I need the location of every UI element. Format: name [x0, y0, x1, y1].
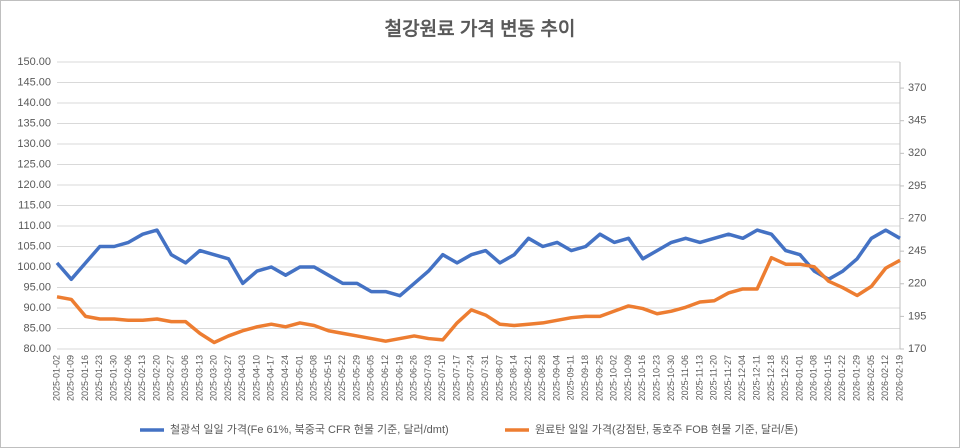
x-tick-label: 2025-04-03: [237, 355, 247, 401]
x-tick-label: 2025-02-13: [137, 355, 147, 401]
x-tick-label: 2025-10-16: [637, 355, 647, 401]
x-tick-label: 2026-02-05: [866, 355, 876, 401]
x-tick-label: 2025-02-27: [166, 355, 176, 401]
x-tick-label: 2026-02-19: [894, 355, 904, 401]
x-tick-label: 2026-01-22: [837, 355, 847, 401]
legend-label: 철광석 일일 가격(Fe 61%, 북중국 CFR 현물 기준, 달러/dmt): [170, 422, 449, 436]
y2-tick-label: 245: [908, 245, 926, 257]
y2-tick-label: 195: [908, 310, 926, 322]
x-tick-label: 2025-09-11: [566, 355, 576, 400]
x-tick-label: 2025-06-19: [394, 355, 404, 401]
chart-title: 철강원료 가격 변동 추이: [385, 18, 576, 40]
y2-tick-label: 320: [908, 147, 926, 159]
y-tick-label: 115.00: [18, 199, 51, 211]
x-tick-label: 2025-06-12: [380, 355, 390, 401]
y2-tick-label: 345: [908, 115, 926, 127]
x-tick-label: 2025-08-21: [523, 355, 533, 401]
x-tick-label: 2025-10-02: [609, 355, 619, 401]
x-tick-label: 2025-03-20: [209, 355, 219, 401]
y2-tick-label: 270: [908, 212, 926, 224]
x-tick-label: 2025-08-14: [509, 355, 519, 401]
y-tick-label: 150.00: [17, 56, 51, 68]
x-tick-label: 2026-01-15: [823, 355, 833, 401]
x-tick-label: 2025-06-05: [366, 355, 376, 401]
x-tick-label: 2025-08-28: [537, 355, 547, 401]
x-tick-label: 2025-12-18: [766, 355, 776, 401]
x-tick-label: 2026-02-12: [880, 355, 890, 401]
y2-tick-label: 220: [908, 278, 926, 290]
x-tick-label: 2025-07-24: [466, 355, 476, 401]
x-tick-label: 2025-11-06: [680, 355, 690, 400]
y-tick-label: 145.00: [17, 76, 51, 88]
x-tick-label: 2025-08-07: [494, 355, 504, 401]
y2-tick-label: 295: [908, 180, 926, 192]
x-tick-label: 2025-12-25: [780, 355, 790, 401]
legend-label: 원료탄 일일 가격(강점탄, 동호주 FOB 현물 기준, 달러/톤): [535, 422, 798, 436]
x-tick-label: 2025-05-15: [323, 355, 333, 401]
y-tick-label: 110.00: [18, 220, 51, 232]
x-tick-label: 2025-09-04: [551, 355, 561, 401]
x-tick-label: 2025-07-17: [451, 355, 461, 401]
x-tick-label: 2025-11-27: [723, 355, 733, 400]
x-tick-label: 2025-01-23: [94, 355, 104, 401]
x-tick-label: 2025-04-24: [280, 355, 290, 401]
x-tick-label: 2025-02-06: [123, 355, 133, 401]
series-line: [56, 255, 901, 345]
x-tick-label: 2026-01-29: [852, 355, 862, 401]
x-tick-label: 2025-01-30: [109, 355, 119, 401]
y-tick-label: 90.00: [23, 302, 51, 314]
y2-tick-label: 370: [908, 82, 926, 94]
y2-tick-label: 170: [908, 343, 926, 355]
y-tick-label: 85.00: [23, 322, 51, 334]
x-tick-label: 2025-04-10: [251, 355, 261, 401]
x-tick-label: 2025-03-13: [194, 355, 204, 401]
y-tick-label: 125.00: [17, 158, 51, 170]
x-tick-label: 2025-05-08: [309, 355, 319, 401]
y-tick-label: 100.00: [17, 261, 51, 273]
x-tick-label: 2025-07-31: [480, 355, 490, 401]
x-tick-label: 2025-06-26: [409, 355, 419, 401]
x-tick-label: 2025-05-22: [337, 355, 347, 401]
x-tick-label: 2025-12-04: [737, 355, 747, 401]
x-tick-label: 2026-01-08: [809, 355, 819, 401]
x-tick-label: 2025-04-17: [266, 355, 276, 401]
x-tick-label: 2025-10-09: [623, 355, 633, 401]
x-tick-label: 2025-01-02: [51, 355, 61, 401]
x-tick-label: 2025-01-09: [66, 355, 76, 401]
y-tick-label: 130.00: [17, 138, 51, 150]
x-tick-label: 2025-12-11: [751, 355, 761, 400]
x-tick-label: 2025-05-29: [351, 355, 361, 401]
x-tick-label: 2025-01-16: [80, 355, 90, 401]
x-tick-label: 2025-02-20: [151, 355, 161, 401]
x-tick-label: 2025-05-01: [294, 355, 304, 401]
y-tick-label: 80.00: [23, 343, 51, 355]
x-tick-label: 2026-01-01: [794, 355, 804, 401]
series-line: [55, 228, 901, 298]
x-tick-label: 2025-03-27: [223, 355, 233, 401]
x-tick-label: 2025-07-03: [423, 355, 433, 401]
y-tick-label: 135.00: [17, 117, 51, 129]
x-tick-label: 2025-09-25: [594, 355, 604, 401]
y-tick-label: 120.00: [17, 179, 51, 191]
x-tick-label: 2025-11-13: [694, 355, 704, 400]
x-tick-label: 2025-09-18: [580, 355, 590, 401]
y-tick-label: 140.00: [17, 97, 51, 109]
x-tick-label: 2025-10-23: [651, 355, 661, 401]
x-tick-label: 2025-10-30: [666, 355, 676, 401]
y-tick-label: 105.00: [17, 240, 51, 252]
x-tick-label: 2025-03-06: [180, 355, 190, 401]
y-tick-label: 95.00: [23, 281, 51, 293]
x-tick-label: 2025-11-20: [709, 355, 719, 400]
x-tick-label: 2025-07-10: [437, 355, 447, 401]
